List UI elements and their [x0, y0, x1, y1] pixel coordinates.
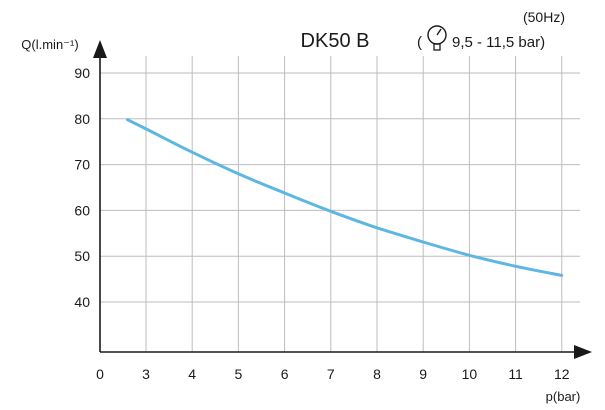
- y-tick-label: 50: [74, 248, 90, 264]
- data-point: [376, 226, 379, 229]
- y-tick-label: 40: [74, 294, 90, 310]
- pressure-range-label: 9,5 - 11,5 bar): [452, 34, 545, 51]
- y-tick-label: 70: [74, 157, 90, 173]
- chart-title: DK50 B: [301, 30, 370, 52]
- x-tick-label: 9: [419, 366, 427, 382]
- x-tick-label: 8: [373, 366, 381, 382]
- data-point: [560, 274, 563, 277]
- x-tick-label: 11: [508, 366, 523, 382]
- y-axis-arrow-icon: [93, 40, 107, 58]
- x-tick-label: 12: [554, 366, 570, 382]
- frequency-label: (50Hz): [523, 9, 565, 25]
- y-tick-label: 80: [74, 111, 90, 127]
- x-axis-arrow-icon: [574, 345, 592, 359]
- axes: [93, 40, 592, 359]
- grid: [100, 56, 580, 352]
- series-line: [126, 118, 564, 277]
- x-tick-label: 10: [462, 366, 478, 382]
- data-point: [329, 210, 332, 213]
- tick-labels: 0 3 4 5 6 7 8 9 10 11 12 90 80 70 60 50 40: [74, 65, 569, 382]
- x-axis-label: p(bar): [546, 389, 581, 404]
- pressure-gauge-icon: [427, 25, 447, 51]
- x-tick-label: 3: [142, 366, 150, 382]
- data-point: [145, 127, 148, 130]
- data-point: [191, 151, 194, 154]
- data-point: [468, 254, 471, 257]
- data-point: [422, 241, 425, 244]
- series-layer: [126, 118, 564, 277]
- y-tick-label: 60: [74, 202, 90, 218]
- data-point: [514, 265, 517, 268]
- data-point: [283, 191, 286, 194]
- y-tick-label: 90: [74, 65, 90, 81]
- y-axis-label: Q(l.min⁻¹): [21, 37, 78, 52]
- x-tick-label: 0: [96, 366, 104, 382]
- x-tick-label: 4: [188, 366, 196, 382]
- x-tick-label: 7: [327, 366, 335, 382]
- x-tick-label: 6: [281, 366, 289, 382]
- pressure-open-paren: (: [417, 34, 422, 51]
- data-point: [126, 118, 129, 121]
- data-point: [237, 172, 240, 175]
- x-tick-label: 5: [235, 366, 243, 382]
